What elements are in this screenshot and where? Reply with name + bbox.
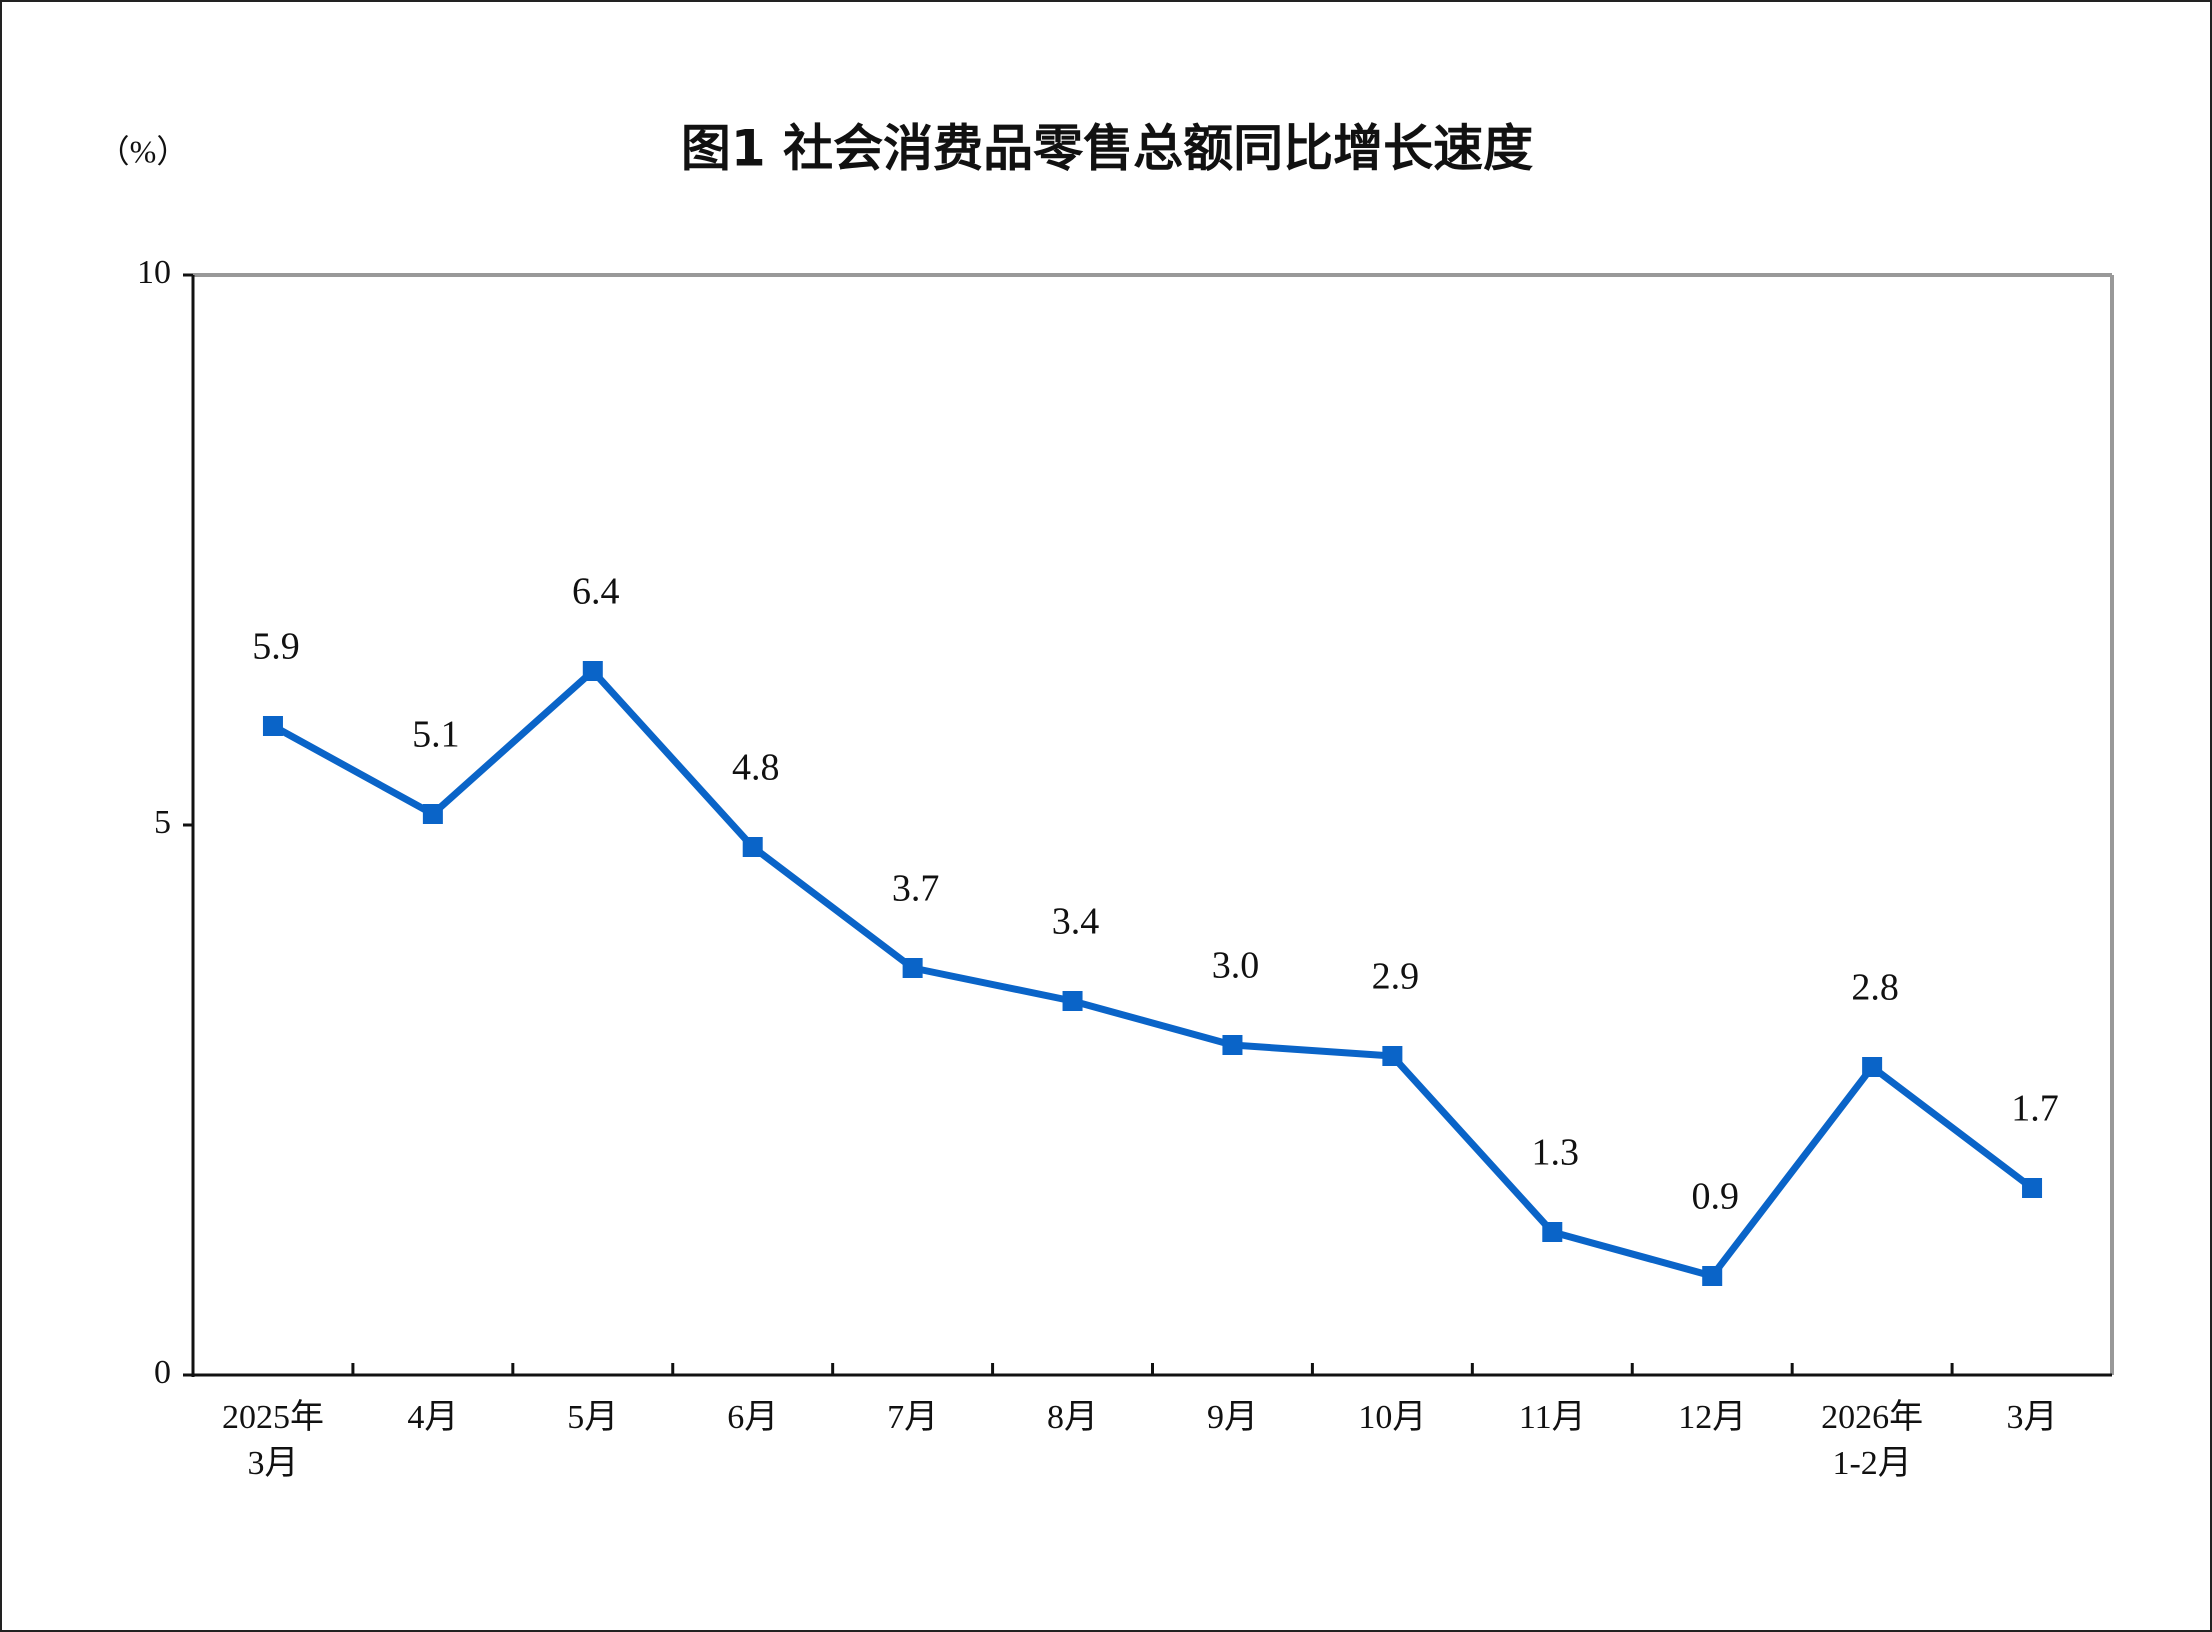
y-axis-label: （%）	[98, 133, 189, 169]
x-tick-label: 3月	[2006, 1399, 2058, 1436]
marker	[1062, 991, 1083, 1011]
marker	[1702, 1266, 1723, 1286]
chart-title: 图1 社会消费品零售总额同比增长速度	[681, 120, 1533, 178]
x-tick-label: 5月	[567, 1399, 619, 1436]
data-label: 2.9	[1372, 956, 1420, 998]
data-label: 1.7	[2011, 1088, 2059, 1130]
data-label: 6.4	[572, 571, 620, 613]
series-line	[271, 667, 2035, 1280]
marker	[1382, 1046, 1403, 1066]
x-tick-label: 7月	[887, 1399, 939, 1436]
marker	[1542, 1222, 1563, 1242]
x-tick-label: 6月	[727, 1399, 779, 1436]
marker	[422, 804, 443, 824]
data-label: 5.9	[252, 626, 300, 668]
data-label: 3.0	[1212, 945, 1260, 987]
x-tick-label: 10月	[1358, 1399, 1427, 1436]
x-tick-label: 12月	[1678, 1399, 1747, 1436]
x-tick-label: 9月	[1206, 1399, 1258, 1436]
marker	[1862, 1057, 1883, 1077]
marker	[582, 661, 603, 681]
y-tick-label: 10	[137, 254, 171, 291]
data-label: 1.3	[1532, 1132, 1580, 1174]
x-tick-label: 2026年 1-2月	[1821, 1399, 1924, 1482]
data-label: 0.9	[1691, 1176, 1739, 1218]
marker	[262, 716, 283, 736]
x-tick-label: 11月	[1518, 1399, 1586, 1436]
data-label: 3.7	[892, 868, 940, 910]
data-label: 5.1	[412, 714, 460, 756]
data-label: 4.8	[732, 747, 780, 789]
y-tick-label: 0	[154, 1354, 171, 1391]
x-tick-label: 4月	[407, 1399, 459, 1436]
x-tick-label: 2025年 3月	[221, 1399, 324, 1482]
marker	[1222, 1035, 1243, 1055]
marker	[2022, 1178, 2043, 1198]
data-label: 3.4	[1052, 901, 1100, 943]
x-tick-label: 8月	[1047, 1399, 1099, 1436]
marker	[902, 958, 923, 978]
y-tick-label: 5	[154, 804, 171, 841]
marker	[742, 837, 763, 857]
data-label: 2.8	[1851, 967, 1899, 1009]
